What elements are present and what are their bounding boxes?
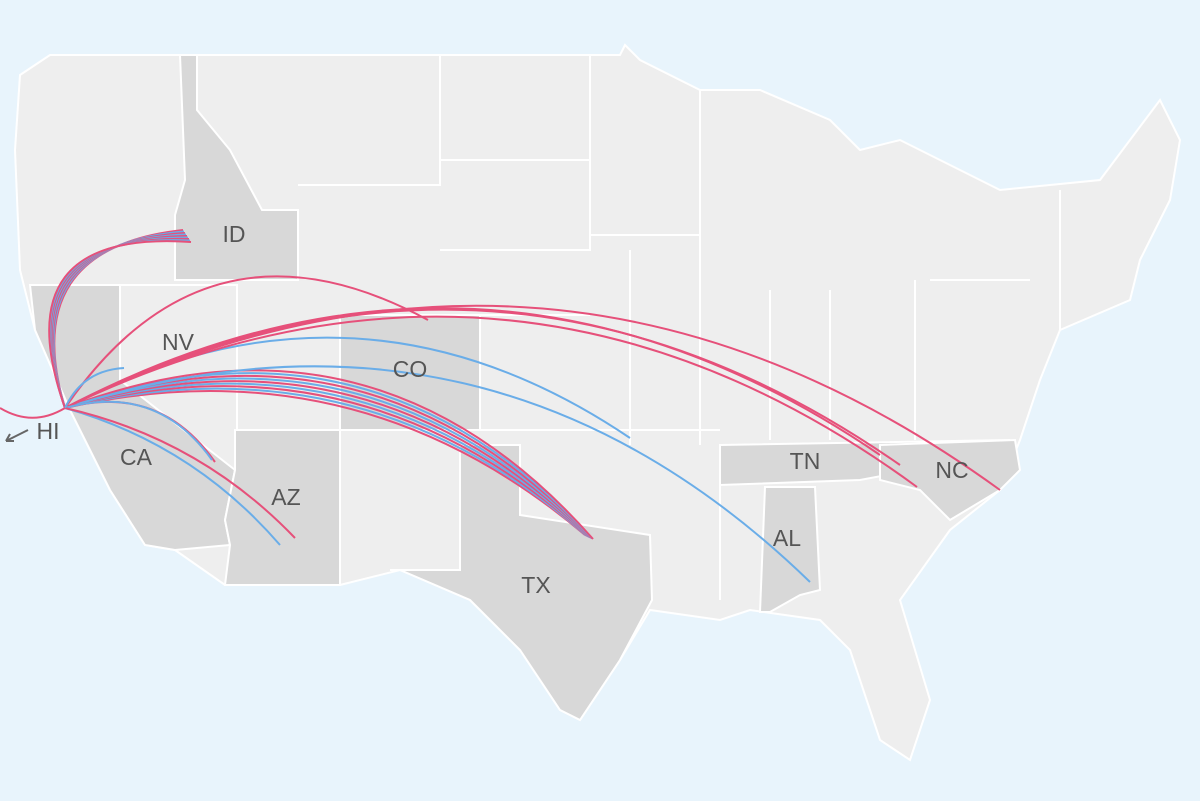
state-label: TN [790, 448, 821, 474]
state-al [758, 486, 822, 613]
flight-arc [64, 400, 213, 461]
flight-arcs [0, 229, 1001, 583]
state-label: CA [120, 444, 153, 470]
flight-arc [0, 407, 66, 419]
flight-arc [64, 390, 586, 536]
flight-arc [64, 385, 588, 537]
hi-arrow [5, 429, 29, 442]
flight-arc [64, 407, 281, 546]
state-label: NC [935, 457, 968, 483]
flight-arc [64, 380, 590, 538]
state-label: CO [393, 356, 428, 382]
state-tx [390, 444, 654, 722]
flight-arc [64, 387, 587, 537]
state-nc [879, 438, 1022, 522]
flight-arc [64, 372, 593, 540]
state-id [174, 54, 299, 281]
state-label: ID [223, 221, 246, 247]
state-label: HI [37, 418, 60, 444]
flight-arc [64, 377, 591, 539]
flight-arc [64, 275, 429, 409]
flight-arc [64, 382, 589, 538]
state-ca [28, 284, 237, 552]
flight-arc [64, 369, 594, 540]
state-label: NV [162, 329, 195, 355]
state-label: AZ [271, 484, 300, 510]
state-label: AL [773, 525, 801, 551]
flight-arc [64, 308, 901, 466]
flight-arc [64, 304, 1001, 491]
state-az [223, 429, 341, 586]
flight-arc [48, 240, 192, 409]
state-label: TX [521, 572, 550, 598]
flight-arc [64, 407, 296, 539]
flight-arc [64, 315, 918, 488]
flight-arc [64, 365, 811, 583]
flight-arc [64, 367, 125, 409]
flight-arc [64, 307, 881, 456]
